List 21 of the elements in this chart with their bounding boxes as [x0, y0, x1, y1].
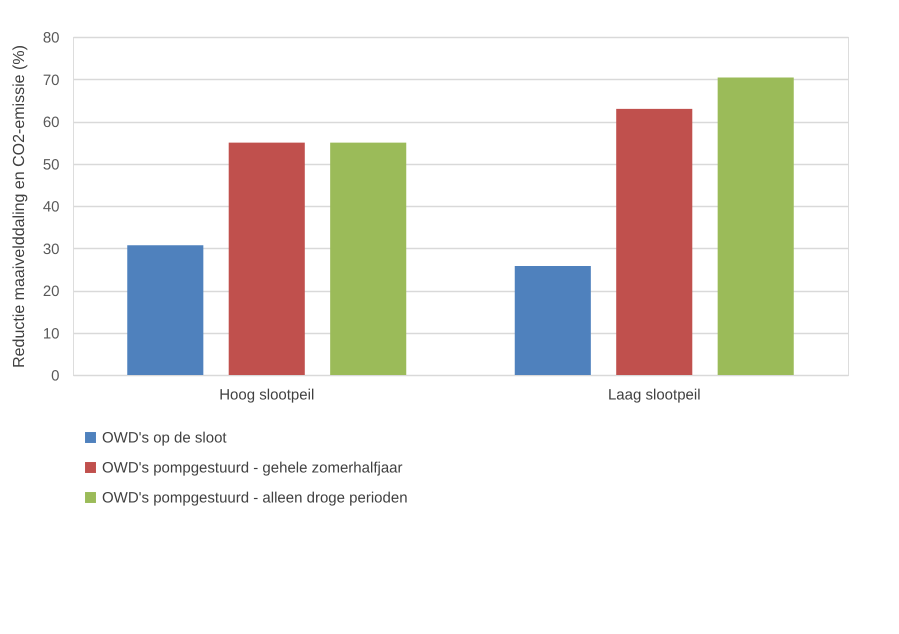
x-tick-label: Hoog slootpeil — [219, 386, 314, 404]
y-tick-label: 50 — [42, 156, 60, 174]
y-tick-label: 60 — [42, 114, 60, 131]
legend-label: OWD's pompgestuurd - alleen droge perioden — [102, 490, 408, 506]
bar — [718, 78, 794, 375]
y-tick-label: 30 — [42, 240, 60, 258]
bar — [127, 245, 204, 375]
bar — [228, 142, 305, 375]
y-tick-label: 0 — [51, 368, 60, 384]
x-tick-label: Laag slootpeil — [608, 386, 701, 404]
y-axis-title: Reductie maaivelddaling en CO2-emissie (%) — [10, 45, 28, 368]
y-tick-label: 10 — [42, 325, 60, 342]
bar — [514, 266, 591, 375]
bar — [616, 108, 692, 375]
y-tick-label: 70 — [42, 72, 60, 89]
y-tick-label: 20 — [42, 283, 60, 300]
bar — [330, 142, 406, 375]
y-tick-label: 40 — [42, 198, 60, 216]
y-tick-label: 80 — [42, 30, 60, 46]
legend-label: OWD's pompgestuurd - gehele zomerhalfjaar — [102, 460, 403, 476]
legend-label: OWD's op de sloot — [102, 430, 228, 446]
